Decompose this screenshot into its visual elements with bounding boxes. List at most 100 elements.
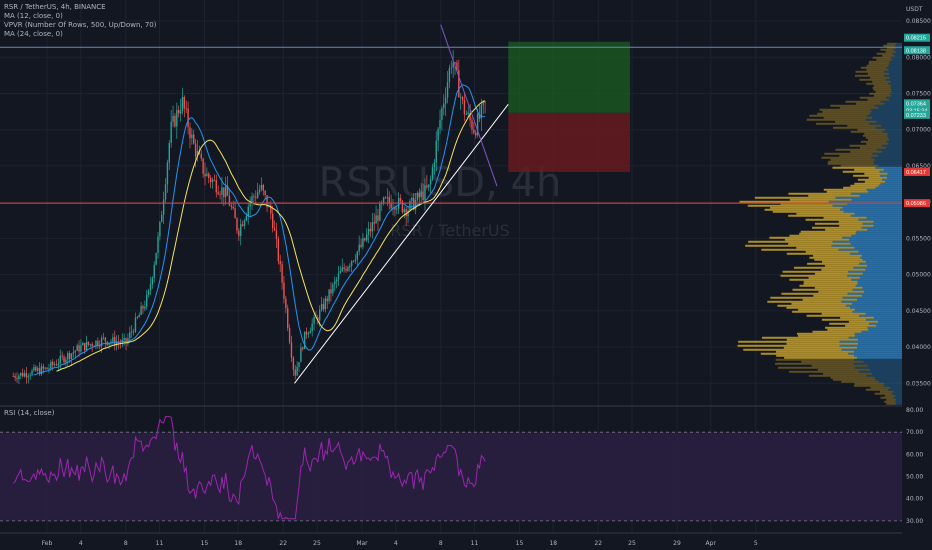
vpvr-row-up [867,228,902,231]
candle [371,222,374,232]
rsi-line[interactable] [12,416,486,520]
vpvr-row-up [862,294,902,297]
symbol-title[interactable]: RSR / TetherUS, 4h, BINANCE [4,3,106,11]
candle [454,62,456,64]
time-tick-label: 25 [313,540,321,547]
ma24-legend[interactable]: MA (24, close, 0) [4,30,63,38]
vpvr-row-up [828,200,902,203]
support-trendline[interactable] [294,104,509,384]
vpvr-row-down [813,294,863,297]
vpvr-row-down [884,394,896,397]
vpvr-row-down [796,212,855,215]
vpvr-row-up [847,292,902,295]
vpvr-row-up [842,206,902,209]
vpvr-row-down [788,192,851,195]
wedge-trendline[interactable] [440,24,498,187]
vpvr-row-down [835,120,877,123]
vpvr-row-up [872,152,902,155]
price-tag: 0.07233 [904,110,930,119]
vpvr-row-down [806,314,860,317]
candle [279,261,281,265]
vpvr-row-down [783,346,858,349]
candle [119,342,122,344]
vpvr-row-down [818,290,865,293]
vpvr-row-up [889,76,902,79]
candle [112,337,114,342]
candle [469,112,471,121]
candle [230,205,233,207]
vpvr-row-down [850,130,883,133]
candle [196,150,199,157]
time-tick-label: Feb [42,540,53,547]
stop-loss-zone[interactable] [508,112,630,172]
vpvr-row-up [896,398,902,401]
vpvr-row-down [885,50,896,53]
vpvr-row-down [822,260,867,263]
vpvr-row-up [858,338,902,341]
candle [405,209,407,217]
vpvr-row-down [748,240,833,243]
vpvr-row-down [792,288,853,291]
candle [467,112,469,115]
candle [330,289,332,294]
vpvr-row-down [875,90,892,93]
vpvr-row-down [807,262,860,265]
vpvr-row-up [888,136,902,139]
vpvr-row-down [866,64,889,67]
vpvr-row-down [859,96,886,99]
vpvr-row-up [861,254,902,257]
vpvr-row-up [896,42,902,45]
vpvr-row-down [815,122,870,125]
ma24-line[interactable] [56,100,486,372]
vpvr-row-down [777,366,855,369]
price-tag: 0.05986 [904,199,930,208]
vpvr-row-down [823,216,867,219]
rsi-tick-label: 60.00 [906,451,923,458]
candle [375,215,377,224]
vpvr-row-down [830,376,875,379]
candle [407,210,409,217]
ma12-legend[interactable]: MA (12, close, 0) [4,12,63,20]
vpvr-row-down [884,400,896,403]
candle [114,337,116,346]
vpvr-row-up [859,314,902,317]
vpvr-row-up [839,340,902,343]
vpvr-row-up [866,188,902,191]
vpvr-row-down [777,304,846,307]
candle [443,103,445,109]
vpvr-row-down [769,236,843,239]
vpvr-row-down [798,334,856,337]
vpvr-row-up [854,212,902,215]
vpvr-row-up [851,198,902,201]
vpvr-row-up [871,110,902,113]
candle [356,251,358,260]
vpvr-row-up [865,312,902,315]
vpvr-row-down [825,228,868,231]
candle [80,345,82,352]
candle [433,162,436,168]
vpvr-row-down [854,382,884,385]
vpvr-row-up [881,124,902,127]
vpvr-row-down [827,328,869,331]
rsi-legend[interactable]: RSI (14, close) [4,409,55,417]
vpvr-row-down [786,342,859,345]
candle [191,134,193,139]
vpvr-row-down [789,198,852,201]
candle [309,331,311,334]
candle [463,100,466,115]
candle [245,215,248,221]
candle [362,238,364,247]
price-tick-label: 0.04000 [906,344,931,351]
vpvr-row-up [884,74,902,77]
vpvr-row-down [854,74,885,77]
vpvr-row-down [808,276,860,279]
candle [65,359,67,363]
vpvr-row-down [799,284,856,287]
profit-zone[interactable] [508,41,630,113]
vpvr-row-down [823,372,873,375]
candle [187,108,189,128]
vpvr-row-down [806,118,866,121]
vpvr-legend[interactable]: VPVR (Number Of Rows, 500, Up/Down, 70) [4,21,157,29]
ma12-line[interactable] [33,84,486,376]
